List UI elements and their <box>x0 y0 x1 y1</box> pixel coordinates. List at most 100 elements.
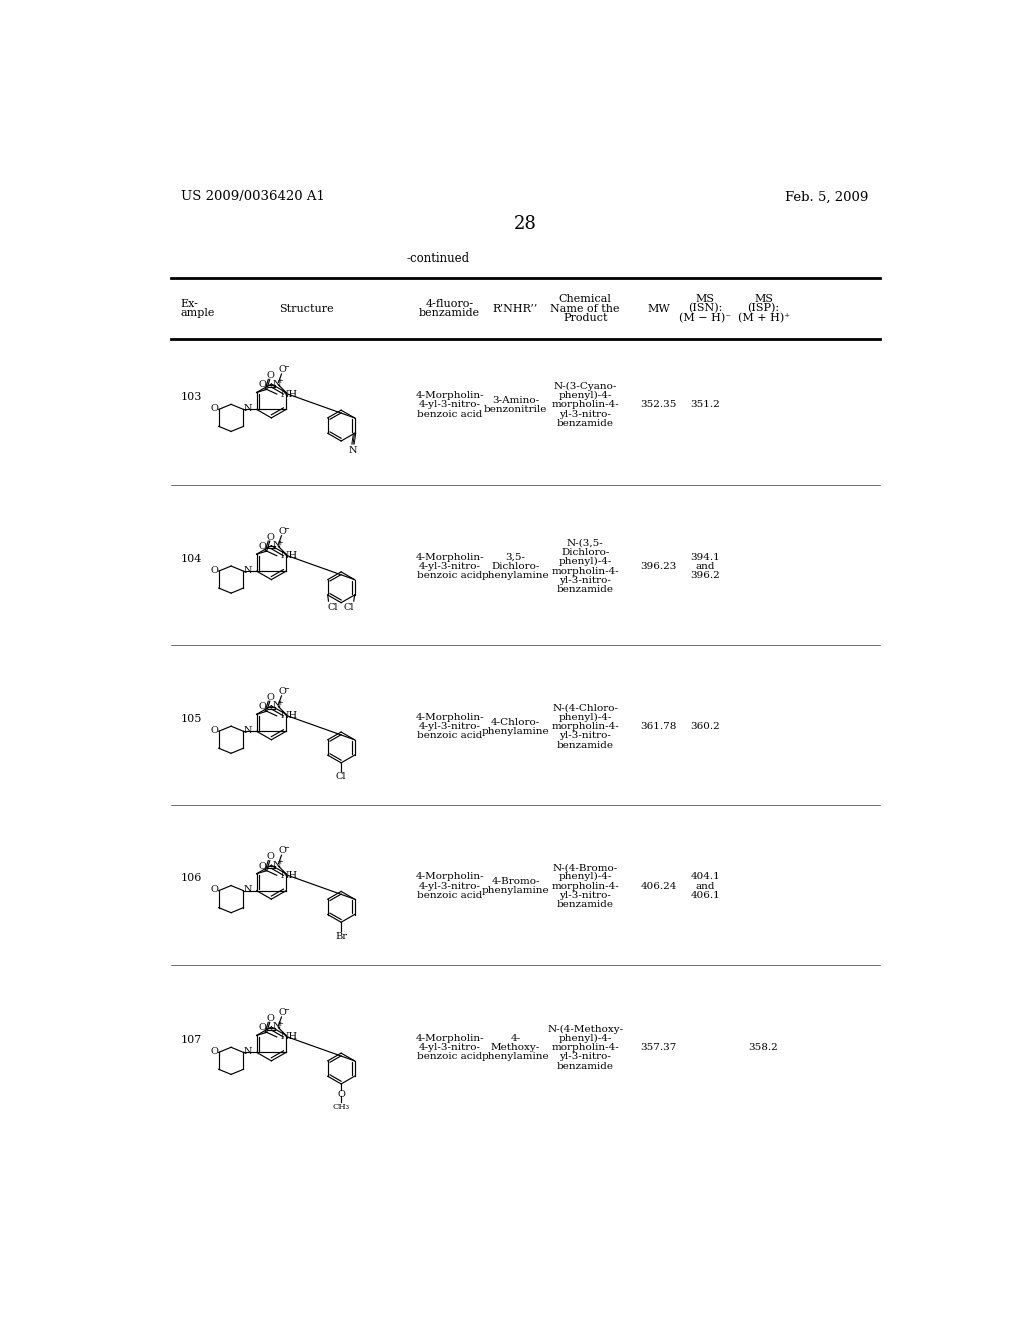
Text: 396.23: 396.23 <box>641 562 677 572</box>
Text: 4-Morpholin-: 4-Morpholin- <box>416 873 484 882</box>
Text: NH: NH <box>281 1032 298 1041</box>
Text: N-(3-Cyano-: N-(3-Cyano- <box>554 381 616 391</box>
Text: 4-fluoro-: 4-fluoro- <box>426 298 474 309</box>
Text: and: and <box>695 882 715 891</box>
Text: O: O <box>259 862 267 870</box>
Text: CH₃: CH₃ <box>333 1104 349 1111</box>
Text: O: O <box>279 846 286 855</box>
Text: benzoic acid: benzoic acid <box>417 1052 482 1061</box>
Text: −: − <box>284 1006 289 1014</box>
Text: N: N <box>243 566 252 574</box>
Text: MS: MS <box>754 294 773 305</box>
Text: N-(4-Chloro-: N-(4-Chloro- <box>552 704 618 713</box>
Text: NH: NH <box>281 389 298 399</box>
Text: ample: ample <box>180 308 215 318</box>
Text: 357.37: 357.37 <box>641 1043 677 1052</box>
Text: NH: NH <box>281 711 298 721</box>
Text: US 2009/0036420 A1: US 2009/0036420 A1 <box>180 190 325 203</box>
Text: (M + H)⁺: (M + H)⁺ <box>737 313 790 323</box>
Text: 352.35: 352.35 <box>641 400 677 409</box>
Text: 358.2: 358.2 <box>749 1043 778 1052</box>
Text: 396.2: 396.2 <box>690 572 720 581</box>
Text: +: + <box>278 539 283 546</box>
Text: 106: 106 <box>180 874 202 883</box>
Text: 4-: 4- <box>510 1034 520 1043</box>
Text: Dichloro-: Dichloro- <box>561 548 609 557</box>
Text: 28: 28 <box>513 215 537 232</box>
Text: 3-Amino-: 3-Amino- <box>492 396 539 405</box>
Text: NH: NH <box>281 552 298 560</box>
Text: O: O <box>259 702 267 711</box>
Text: −: − <box>284 363 289 371</box>
Text: O: O <box>211 886 219 895</box>
Text: NH: NH <box>281 871 298 879</box>
Text: N: N <box>243 886 252 895</box>
Text: phenyl)-4-: phenyl)-4- <box>558 391 612 400</box>
Text: MW: MW <box>647 304 671 314</box>
Text: +: + <box>278 1020 283 1028</box>
Text: MS: MS <box>696 294 715 305</box>
Text: 360.2: 360.2 <box>690 722 720 731</box>
Text: phenylamine: phenylamine <box>481 727 549 735</box>
Text: (M − H)⁻: (M − H)⁻ <box>679 313 731 323</box>
Text: phenylamine: phenylamine <box>481 1052 549 1061</box>
Text: O: O <box>279 527 286 536</box>
Text: 4-Chloro-: 4-Chloro- <box>490 718 540 726</box>
Text: benzamide: benzamide <box>419 308 480 318</box>
Text: 3,5-: 3,5- <box>506 553 525 562</box>
Text: Methoxy-: Methoxy- <box>490 1043 540 1052</box>
Text: −: − <box>284 845 289 853</box>
Text: (ISN):: (ISN): <box>688 304 723 314</box>
Text: O: O <box>279 686 286 696</box>
Text: Feb. 5, 2009: Feb. 5, 2009 <box>784 190 868 203</box>
Text: O: O <box>211 404 219 413</box>
Text: 4-Morpholin-: 4-Morpholin- <box>416 553 484 562</box>
Text: N-(4-Bromo-: N-(4-Bromo- <box>553 863 617 873</box>
Text: 4-Bromo-: 4-Bromo- <box>492 876 540 886</box>
Text: O: O <box>266 1014 274 1023</box>
Text: N: N <box>272 1023 282 1031</box>
Text: +: + <box>278 858 283 866</box>
Text: phenyl)-4-: phenyl)-4- <box>558 557 612 566</box>
Text: yl-3-nitro-: yl-3-nitro- <box>559 576 611 585</box>
Text: phenyl)-4-: phenyl)-4- <box>558 713 612 722</box>
Text: Cl: Cl <box>336 772 346 781</box>
Text: 394.1: 394.1 <box>690 553 720 562</box>
Text: 103: 103 <box>180 392 202 403</box>
Text: benzamide: benzamide <box>557 1061 613 1071</box>
Text: O: O <box>211 1047 219 1056</box>
Text: N: N <box>272 701 282 710</box>
Text: N: N <box>243 726 252 735</box>
Text: N: N <box>272 861 282 870</box>
Text: 406.24: 406.24 <box>641 882 677 891</box>
Text: 351.2: 351.2 <box>690 400 720 409</box>
Text: yl-3-nitro-: yl-3-nitro- <box>559 891 611 900</box>
Text: Br: Br <box>335 932 347 941</box>
Text: 4-yl-3-nitro-: 4-yl-3-nitro- <box>419 882 480 891</box>
Text: morpholin-4-: morpholin-4- <box>551 1043 620 1052</box>
Text: yl-3-nitro-: yl-3-nitro- <box>559 409 611 418</box>
Text: Chemical: Chemical <box>559 294 611 305</box>
Text: O: O <box>266 533 274 541</box>
Text: −: − <box>284 525 289 533</box>
Text: 107: 107 <box>180 1035 202 1045</box>
Text: 4-yl-3-nitro-: 4-yl-3-nitro- <box>419 400 480 409</box>
Text: 4-Morpholin-: 4-Morpholin- <box>416 391 484 400</box>
Text: (ISP):: (ISP): <box>748 304 779 314</box>
Text: phenylamine: phenylamine <box>481 886 549 895</box>
Text: 4-yl-3-nitro-: 4-yl-3-nitro- <box>419 722 480 731</box>
Text: Ex-: Ex- <box>180 298 199 309</box>
Text: O: O <box>259 380 267 389</box>
Text: Structure: Structure <box>279 304 334 314</box>
Text: −: − <box>284 685 289 693</box>
Text: Dichloro-: Dichloro- <box>492 562 540 572</box>
Text: O: O <box>337 1090 345 1100</box>
Text: morpholin-4-: morpholin-4- <box>551 882 620 891</box>
Text: N-(3,5-: N-(3,5- <box>567 539 603 548</box>
Text: benzamide: benzamide <box>557 585 613 594</box>
Text: O: O <box>211 566 219 574</box>
Text: N: N <box>243 1047 252 1056</box>
Text: 361.78: 361.78 <box>641 722 677 731</box>
Text: morpholin-4-: morpholin-4- <box>551 400 620 409</box>
Text: O: O <box>266 371 274 380</box>
